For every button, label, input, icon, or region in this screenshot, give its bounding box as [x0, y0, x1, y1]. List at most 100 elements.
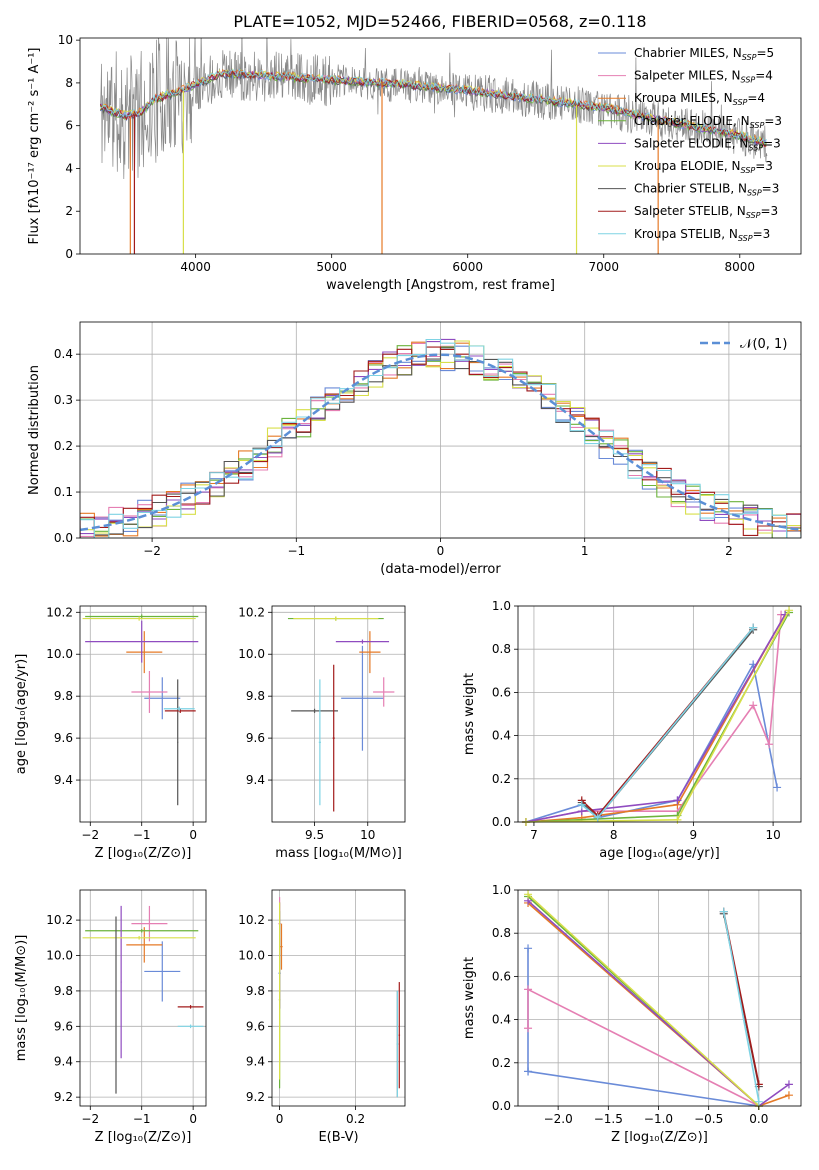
x-tick-label: −1.5 — [594, 1112, 623, 1126]
y-tick-label: 9.8 — [54, 689, 73, 703]
axes-mass_vs_ebv: 0 0.2 9.2 9.4 9.6 9.8 10.0 10.2 E(B-V) — [238, 889, 406, 1145]
plot-area-age_vs_Z — [82, 614, 199, 806]
y-tick-label: 0.2 — [492, 1056, 511, 1070]
weight-marker — [785, 606, 794, 615]
x-tick-label: −1 — [133, 828, 151, 842]
x-axis-label: wavelength [Angstrom, rest frame] — [326, 278, 555, 293]
weight-line — [722, 911, 760, 1102]
y-tick-label: 10.0 — [238, 949, 265, 963]
y-tick-label: 0.2 — [492, 772, 511, 786]
y-axis-label: age [log₁₀(age/yr)] — [14, 654, 29, 775]
weight-marker — [577, 800, 586, 809]
x-tick-label: 8000 — [725, 260, 756, 274]
weight-marker — [784, 1080, 793, 1089]
x-tick-label: −1 — [287, 544, 305, 558]
x-tick-label: 0 — [189, 828, 197, 842]
legend-label: 𝒩(0, 1) — [740, 337, 787, 352]
weight-marker — [524, 944, 533, 953]
y-tick-label: 9.4 — [246, 773, 265, 787]
weight-line — [525, 612, 790, 823]
x-tick-label: 5000 — [316, 260, 347, 274]
weight-line — [525, 614, 786, 823]
plot-area-age_vs_mass — [287, 616, 395, 812]
x-tick-label: 1 — [581, 544, 589, 558]
x-axis-label: (data-model)/error — [380, 562, 501, 577]
weight-marker — [749, 701, 758, 710]
x-axis-label: mass [log₁₀(M/M⊙)] — [275, 846, 402, 861]
histogram-step — [80, 338, 801, 538]
y-tick-label: 9.8 — [246, 984, 265, 998]
y-tick-label: 10.2 — [238, 605, 265, 619]
weight-marker — [524, 1067, 533, 1076]
plot-area-spectrum — [99, 38, 768, 254]
axes-frame — [517, 605, 802, 823]
plot-area-residual_hist — [80, 338, 801, 538]
axes-frame — [79, 605, 207, 823]
x-tick-label: −1 — [133, 1112, 151, 1126]
legend-label: Chabrier MILES, NSSP=5 — [634, 46, 774, 62]
y-tick-label: 0.6 — [492, 969, 511, 983]
data-spectrum — [100, 38, 768, 180]
y-tick-label: 6 — [65, 119, 73, 133]
y-tick-label: 8 — [65, 76, 73, 90]
x-tick-label: −2 — [143, 544, 161, 558]
x-tick-label: 10 — [360, 828, 375, 842]
y-tick-label: 0 — [65, 247, 73, 261]
y-tick-label: 0.4 — [492, 1013, 511, 1027]
legend-label: Salpeter ELODIE, NSSP=3 — [634, 136, 781, 152]
legend: Chabrier MILES, NSSP=5 Salpeter MILES, NS… — [598, 46, 782, 243]
y-tick-label: 9.6 — [246, 731, 265, 745]
y-tick-label: 4 — [65, 161, 73, 175]
y-tick-label: 10.2 — [238, 913, 265, 927]
y-tick-label: 0.6 — [492, 685, 511, 699]
x-tick-label: 9 — [690, 828, 698, 842]
weight-line — [525, 609, 790, 823]
y-tick-label: 9.8 — [246, 689, 265, 703]
legend-label: Kroupa STELIB, NSSP=3 — [634, 227, 770, 243]
y-tick-label: 1.0 — [492, 599, 511, 613]
weight-line — [527, 893, 760, 1107]
weight-marker — [524, 890, 533, 899]
weight-marker — [673, 796, 682, 805]
y-tick-label: 0.1 — [54, 485, 73, 499]
axes-frame — [271, 605, 406, 823]
y-tick-label: 9.4 — [54, 1055, 73, 1069]
x-axis-label: Z [log₁₀(Z/Z⊙)] — [611, 1130, 708, 1145]
x-tick-label: 9.5 — [305, 828, 324, 842]
y-tick-label: 0.8 — [492, 926, 511, 940]
y-tick-label: 9.2 — [246, 1090, 265, 1104]
x-tick-label: 4000 — [180, 260, 211, 274]
weight-marker — [673, 815, 682, 824]
axes-residual_hist: −2 −1 0 1 2 0.0 0.1 0.2 0.3 0.4 (data-model)/error… — [27, 321, 802, 577]
axes-frame — [517, 889, 802, 1107]
weight-line — [525, 614, 786, 823]
legend-label: Kroupa MILES, NSSP=4 — [634, 91, 765, 107]
legend-label: Chabrier STELIB, NSSP=3 — [634, 182, 779, 198]
axes-frame — [271, 889, 406, 1107]
x-tick-label: −2 — [81, 1112, 99, 1126]
axes-weight_vs_Z: −2.0 −1.5 −1.0 −0.5 0.0 0.0 0.2 0.4 0.6 0.8 1.0 Z [… — [462, 883, 802, 1145]
x-tick-label: 0 — [437, 544, 445, 558]
model-spectrum — [100, 68, 767, 146]
y-tick-label: 9.4 — [54, 773, 73, 787]
x-tick-label: 10 — [765, 828, 780, 842]
axes-frame — [79, 321, 802, 539]
y-tick-label: 10 — [58, 33, 73, 47]
plot-area-mass_vs_Z — [82, 905, 204, 1094]
weight-marker — [524, 1024, 533, 1033]
x-tick-label: 0 — [276, 1112, 284, 1126]
weight-marker — [719, 907, 728, 916]
weight-line — [527, 948, 760, 1107]
y-axis-label: mass weight — [462, 673, 477, 755]
y-tick-label: 0.2 — [54, 439, 73, 453]
y-tick-label: 2 — [65, 204, 73, 218]
y-tick-label: 0.8 — [492, 642, 511, 656]
y-tick-label: 9.6 — [54, 1019, 73, 1033]
x-tick-label: 6000 — [452, 260, 483, 274]
x-axis-label: Z [log₁₀(Z/Z⊙)] — [95, 846, 192, 861]
y-tick-label: 9.6 — [246, 1019, 265, 1033]
y-axis-label: Flux [fλ10⁻¹⁷ erg cm⁻² s⁻¹ A⁻¹] — [27, 48, 42, 245]
x-tick-label: 0 — [189, 1112, 197, 1126]
x-axis-label: age [log₁₀(age/yr)] — [599, 846, 720, 861]
weight-marker — [773, 783, 782, 792]
